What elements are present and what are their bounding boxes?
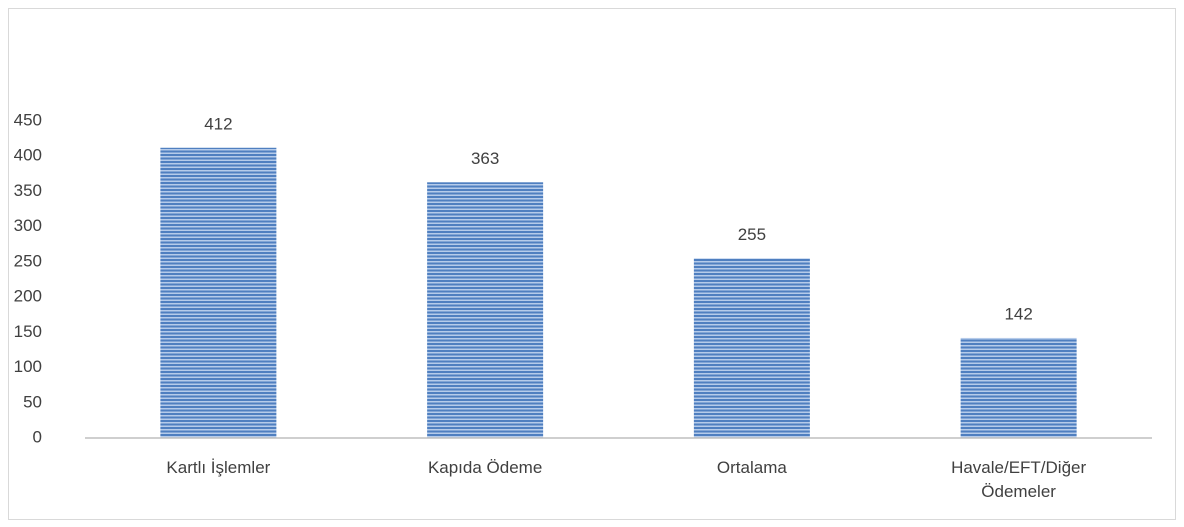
value-label: 412 — [204, 114, 232, 133]
bar — [693, 258, 810, 438]
value-label: 142 — [1004, 304, 1032, 323]
y-tick-label: 50 — [23, 392, 42, 411]
y-tick-label: 400 — [14, 146, 42, 165]
bar — [960, 337, 1077, 438]
y-tick-label: 0 — [33, 427, 42, 446]
y-tick-label: 450 — [14, 110, 42, 129]
x-tick-label: Kartlı İşlemler — [166, 458, 271, 477]
y-tick-label: 350 — [14, 181, 42, 200]
chart-border — [8, 8, 1176, 520]
y-tick-label: 150 — [14, 322, 42, 341]
value-label: 363 — [471, 149, 499, 168]
x-tick-label: Kapıda Ödeme — [427, 458, 543, 477]
bar — [427, 182, 544, 438]
x-tick-label: Ortalama — [716, 458, 787, 477]
y-tick-label: 300 — [14, 216, 42, 235]
y-tick-label: 200 — [14, 287, 42, 306]
bar — [160, 147, 277, 438]
y-tick-label: 250 — [14, 251, 42, 270]
x-tick-label: Havale/EFT/Diğer Ödemeler — [951, 458, 1087, 501]
value-label: 255 — [738, 225, 766, 244]
y-tick-label: 100 — [14, 357, 42, 376]
